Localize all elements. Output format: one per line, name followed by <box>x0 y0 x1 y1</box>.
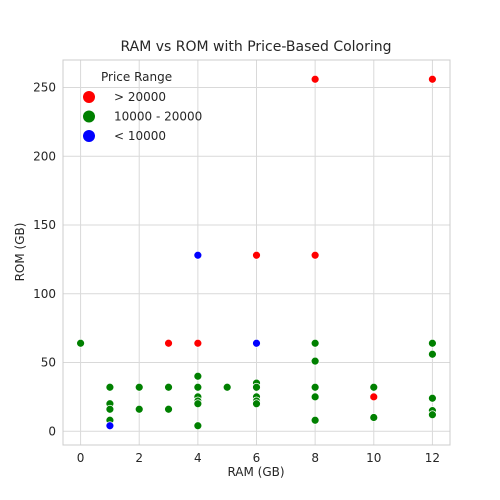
points-layer <box>76 74 437 431</box>
x-tick-label: 8 <box>311 451 319 465</box>
x-tick-label: 12 <box>425 451 440 465</box>
data-point-series-1 <box>310 382 320 392</box>
data-point-series-1 <box>252 382 261 392</box>
data-point-series-1 <box>134 404 144 414</box>
data-point-series-0 <box>310 250 320 260</box>
x-tick-label: 10 <box>366 451 381 465</box>
legend-entry-label: 10000 - 20000 <box>114 110 202 124</box>
data-point-series-1 <box>310 338 320 348</box>
legend: Price Range > 20000 10000 - 20000 < 10000 <box>83 70 202 143</box>
plot-frame <box>62 59 451 446</box>
x-axis-label: RAM (GB) <box>227 465 284 479</box>
x-tick-label: 4 <box>194 451 202 465</box>
data-point-series-1 <box>193 382 203 392</box>
legend-marker <box>83 130 95 142</box>
y-tick-label: 0 <box>48 424 56 438</box>
data-point-series-2 <box>193 250 203 260</box>
x-tick-label: 0 <box>77 451 85 465</box>
data-point-series-1 <box>193 421 203 431</box>
data-point-series-1 <box>310 356 320 366</box>
legend-entry-label: < 10000 <box>114 129 166 143</box>
y-tick-label: 100 <box>33 287 56 301</box>
data-point-series-1 <box>105 404 115 414</box>
data-point-series-0 <box>428 74 437 84</box>
data-point-series-1 <box>428 338 437 348</box>
data-point-series-1 <box>105 382 115 392</box>
data-point-series-1 <box>252 399 261 409</box>
y-tick-label: 200 <box>33 149 56 163</box>
data-point-series-1 <box>164 382 173 392</box>
data-point-series-1 <box>310 392 320 402</box>
data-point-series-1 <box>164 404 173 414</box>
data-point-series-0 <box>310 74 320 84</box>
data-point-series-1 <box>76 338 85 348</box>
data-point-series-2 <box>105 421 115 431</box>
y-tick-label: 150 <box>33 218 56 232</box>
data-point-series-0 <box>164 338 173 348</box>
data-point-series-1 <box>428 410 437 420</box>
data-point-series-1 <box>222 382 232 392</box>
data-point-series-2 <box>252 338 261 348</box>
legend-marker <box>83 91 95 103</box>
x-tick-label: 6 <box>253 451 261 465</box>
legend-title: Price Range <box>101 70 172 84</box>
data-point-series-1 <box>134 382 144 392</box>
data-point-series-1 <box>369 413 379 422</box>
ticks-layer: 0 2 4 6 8 10 12 0 50 100 150 200 250 <box>33 81 440 466</box>
data-point-series-0 <box>252 250 261 260</box>
legend-entry-label: > 20000 <box>114 90 166 104</box>
chart-title: RAM vs ROM with Price-Based Coloring <box>120 39 391 55</box>
y-tick-label: 250 <box>33 81 56 95</box>
data-point-series-1 <box>428 393 437 403</box>
x-tick-label: 2 <box>135 451 143 465</box>
data-point-series-0 <box>369 392 379 402</box>
data-point-series-1 <box>193 371 203 381</box>
legend-marker <box>83 110 95 123</box>
y-axis-label: ROM (GB) <box>13 223 27 282</box>
data-point-series-1 <box>310 415 320 425</box>
data-point-series-1 <box>193 399 203 409</box>
y-tick-label: 50 <box>41 356 56 370</box>
data-point-series-1 <box>428 349 437 359</box>
data-point-series-0 <box>193 338 203 348</box>
data-point-series-1 <box>369 382 379 392</box>
